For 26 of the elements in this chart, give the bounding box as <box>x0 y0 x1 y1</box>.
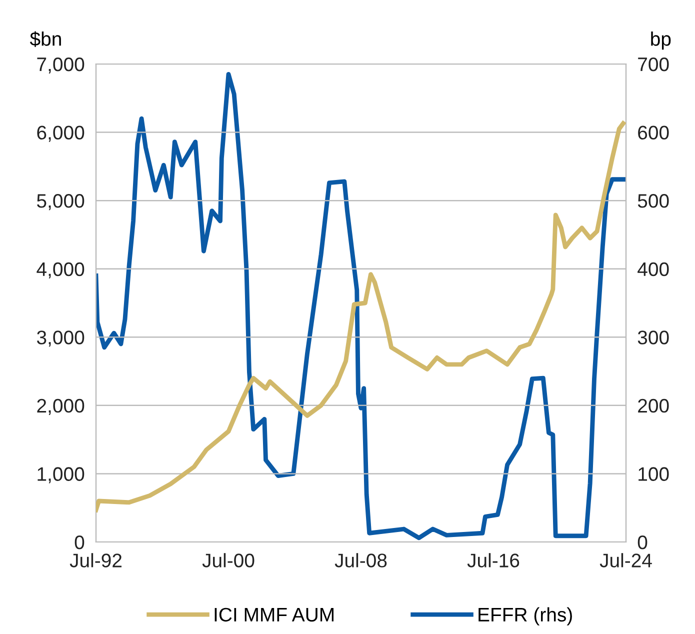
y2-tick-label: 300 <box>638 330 669 344</box>
x-tick-label: Jul-00 <box>202 553 254 568</box>
y-tick-label: 0 <box>74 535 84 550</box>
y-tick-label: 3,000 <box>36 330 84 347</box>
y2-tick-label: 700 <box>638 57 669 72</box>
legend-label: ICI MMF AUM <box>214 608 334 622</box>
x-tick-label: Jul-16 <box>467 553 520 568</box>
y2-tick-label: 400 <box>638 262 669 276</box>
y-tick-label: 6,000 <box>37 126 84 142</box>
y2-axis-title: bp <box>651 32 671 50</box>
y2-tick-label: 0 <box>638 535 648 550</box>
y-tick-label: 4,000 <box>36 262 84 278</box>
y2-tick-label: 200 <box>638 398 669 413</box>
y2-tick-label: 500 <box>638 194 669 208</box>
y-tick-label: 1,000 <box>38 467 84 484</box>
legend-label: EFFR (rhs) <box>478 607 572 626</box>
line-series <box>96 121 626 512</box>
x-tick-label: Jul-24 <box>600 553 652 568</box>
y2-tick-label: 600 <box>638 126 669 140</box>
y-tick-label: 7,000 <box>37 57 84 74</box>
y2-tick-label: 100 <box>638 467 669 481</box>
x-tick-label: Jul-92 <box>70 553 122 568</box>
y-tick-label: 5,000 <box>37 194 84 210</box>
y-tick-label: 2,000 <box>37 398 84 415</box>
x-tick-label: Jul-08 <box>334 553 387 568</box>
y-axis-title: $bn <box>30 31 61 47</box>
